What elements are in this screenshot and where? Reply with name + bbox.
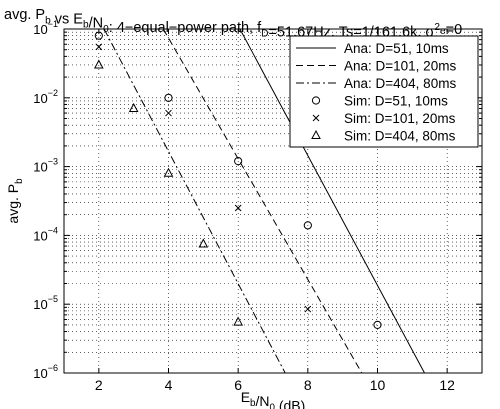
- series-1: [239, 28, 425, 374]
- data-point: [198, 238, 209, 248]
- y-tick-label: 10−5: [33, 294, 58, 312]
- x-tick-label: 10: [370, 377, 386, 393]
- series-4: [94, 31, 382, 330]
- data-point: [373, 320, 382, 330]
- ticks: 2 4 6 8 10 12 10−6 10−5 10−4 10−3 10−2 10−1: [33, 19, 482, 393]
- series-6: [93, 59, 244, 326]
- legend: Ana: D=51, 10ms Ana: D=101, 20ms Ana: D=40…: [289, 35, 479, 148]
- legend-label: Sim: D=404, 80ms: [344, 129, 456, 144]
- data-point: [95, 43, 103, 51]
- legend-box: [289, 35, 479, 148]
- legend-item: Ana: D=51, 10ms: [296, 41, 449, 56]
- x-tick-label: 6: [234, 377, 242, 393]
- y-tick-label: 10−1: [33, 19, 58, 37]
- y-axis-label: avg. Pb: [5, 178, 25, 224]
- data-point: [128, 102, 139, 112]
- legend-label: Ana: D=404, 80ms: [344, 76, 456, 91]
- series-line: [239, 28, 425, 374]
- y-tick-label: 10−6: [33, 363, 58, 381]
- legend-label: Ana: D=101, 20ms: [344, 59, 456, 74]
- legend-label: Ana: D=51, 10ms: [344, 41, 449, 56]
- x-tick-label: 8: [304, 377, 312, 393]
- series-5: [95, 43, 312, 313]
- legend-item: Ana: D=101, 20ms: [296, 59, 456, 74]
- data-point: [303, 221, 312, 230]
- data-point: [234, 204, 242, 212]
- series-line: [162, 28, 363, 374]
- legend-marker: [311, 96, 321, 105]
- series-2: [162, 28, 363, 374]
- data-point: [165, 109, 172, 117]
- y-tick-label: 10−2: [33, 88, 58, 106]
- legend-item: Sim: D=404, 80ms: [311, 129, 456, 144]
- data-point: [234, 157, 243, 166]
- y-tick-label: 10−4: [33, 225, 58, 243]
- series-layer: [93, 28, 425, 374]
- series-3: [103, 28, 286, 374]
- series-line: [103, 28, 286, 374]
- legend-item: Sim: D=51, 10ms: [311, 94, 448, 109]
- legend-item: Sim: D=101, 20ms: [312, 111, 456, 126]
- x-tick-label: 4: [165, 377, 173, 393]
- legend-marker: [311, 129, 321, 139]
- axis-labels: avg. Pb vs Eb/N0: 4−equal−power path, fD…: [4, 7, 462, 409]
- legend-label: Sim: D=51, 10ms: [344, 94, 448, 109]
- y-tick-label: 10−3: [33, 157, 58, 175]
- data-point: [93, 59, 104, 69]
- data-point: [163, 167, 174, 177]
- data-point: [164, 93, 173, 102]
- x-tick-label: 12: [439, 377, 455, 393]
- plot-frame: [63, 28, 483, 374]
- x-axis-label: Eb/N0 (dB): [241, 389, 306, 409]
- x-tick-label: 2: [95, 377, 103, 393]
- data-point: [233, 316, 244, 326]
- legend-item: Ana: D=404, 80ms: [296, 76, 456, 91]
- legend-marker: [312, 114, 320, 122]
- data-point: [304, 305, 312, 313]
- legend-label: Sim: D=101, 20ms: [344, 111, 456, 126]
